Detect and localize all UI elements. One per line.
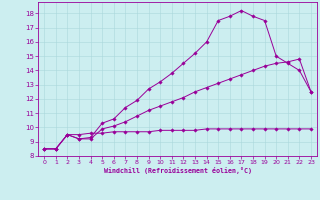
X-axis label: Windchill (Refroidissement éolien,°C): Windchill (Refroidissement éolien,°C) [104,167,252,174]
